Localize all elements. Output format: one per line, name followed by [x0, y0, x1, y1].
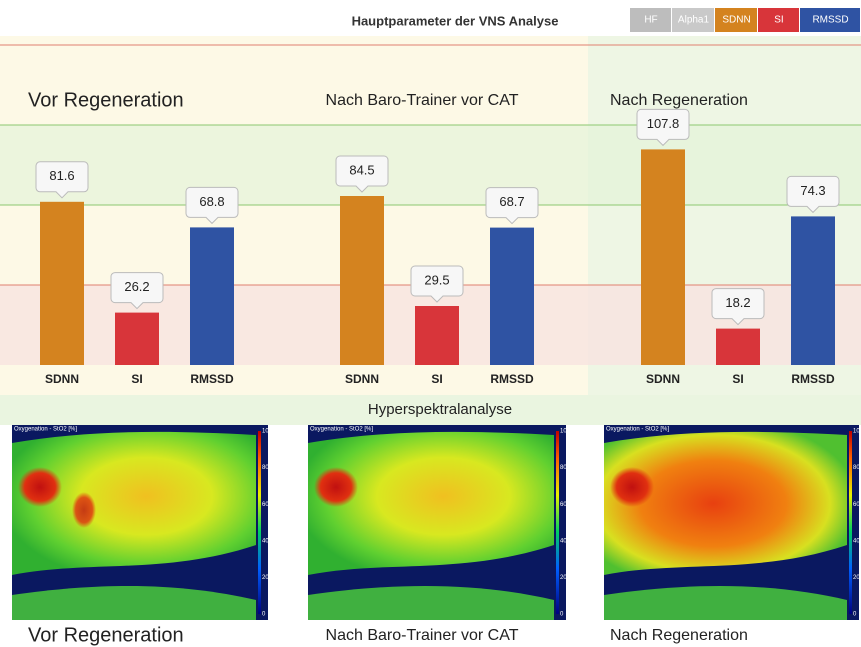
colorbar-tick-label: 80 [262, 465, 269, 471]
bar [716, 329, 760, 365]
heatmap-blob [610, 467, 654, 507]
colorbar [849, 431, 852, 614]
colorbar-tick-label: 100 [560, 429, 571, 435]
x-tick-label: SDNN [45, 372, 79, 386]
toggle-label[interactable]: SI [774, 15, 783, 26]
value-label: 74.3 [800, 183, 825, 198]
image-caption: Nach Baro-Trainer vor CAT [326, 627, 519, 644]
value-label: 29.5 [424, 272, 449, 287]
x-tick-label: RMSSD [490, 372, 534, 386]
x-tick-label: SDNN [646, 372, 680, 386]
bar [791, 216, 835, 365]
chart-title: Nach Baro-Trainer vor CAT [326, 92, 519, 109]
colorbar-tick-label: 40 [853, 538, 860, 544]
image-header: Oxygenation - StO2 [%] [606, 427, 669, 433]
colorbar-tick-label: 80 [560, 465, 567, 471]
colorbar-tick-label: 40 [262, 538, 269, 544]
heatmap-blob [72, 492, 96, 528]
image-header: Oxygenation - StO2 [%] [14, 427, 77, 433]
toggle-label[interactable]: RMSSD [812, 15, 848, 26]
chart-title: Nach Regeneration [610, 92, 748, 109]
colorbar [556, 431, 559, 614]
x-tick-label: RMSSD [791, 372, 835, 386]
bar [415, 306, 459, 365]
bar [340, 196, 384, 365]
legend-toggle[interactable]: RMSSD [800, 8, 860, 32]
x-tick-label: RMSSD [190, 372, 234, 386]
bar [190, 227, 234, 365]
value-label: 68.7 [499, 194, 524, 209]
section-title: Hyperspektralanalyse [368, 401, 512, 418]
colorbar-tick-label: 20 [853, 575, 860, 581]
legend-toggle[interactable]: SI [758, 8, 799, 32]
bar [40, 202, 84, 365]
value-label: 26.2 [124, 279, 149, 294]
chart-title: Vor Regeneration [28, 89, 184, 111]
legend-toggle[interactable]: Alpha1 [672, 8, 714, 32]
image-header: Oxygenation - StO2 [%] [310, 427, 373, 433]
image-caption: Nach Regeneration [610, 627, 748, 644]
value-label: 81.6 [49, 168, 74, 183]
bar [490, 228, 534, 365]
value-label: 68.8 [199, 194, 224, 209]
legend-toggle[interactable]: HF [630, 8, 671, 32]
colorbar-tick-label: 80 [853, 465, 860, 471]
colorbar-tick-label: 40 [560, 538, 567, 544]
x-tick-label: SI [131, 372, 142, 386]
legend-toggle[interactable]: SDNN [715, 8, 757, 32]
image-caption: Vor Regeneration [28, 624, 184, 646]
value-label: 18.2 [725, 295, 750, 310]
header-title: Hauptparameter der VNS Analyse [352, 13, 559, 28]
x-tick-label: SI [732, 372, 743, 386]
colorbar-tick-label: 100 [262, 429, 273, 435]
toggle-label[interactable]: Alpha1 [678, 15, 710, 26]
dashboard: Hauptparameter der VNS Analyse Hyperspek… [0, 0, 861, 647]
colorbar-tick-label: 60 [262, 502, 269, 508]
x-tick-label: SI [431, 372, 442, 386]
colorbar-tick-label: 60 [560, 502, 567, 508]
toggle-label[interactable]: SDNN [722, 15, 750, 26]
toggle-label[interactable]: HF [644, 15, 657, 26]
bar [641, 149, 685, 365]
zone-green [0, 125, 861, 205]
colorbar-tick-label: 100 [853, 429, 861, 435]
colorbar-tick-label: 20 [560, 575, 567, 581]
bar [115, 313, 159, 365]
colorbar-tick-label: 20 [262, 575, 269, 581]
value-label: 84.5 [349, 162, 374, 177]
value-label: 107.8 [647, 116, 680, 131]
colorbar [258, 431, 261, 614]
heatmap-blob [18, 467, 62, 507]
x-tick-label: SDNN [345, 372, 379, 386]
colorbar-tick-label: 60 [853, 502, 860, 508]
heatmap-blob [314, 467, 358, 507]
